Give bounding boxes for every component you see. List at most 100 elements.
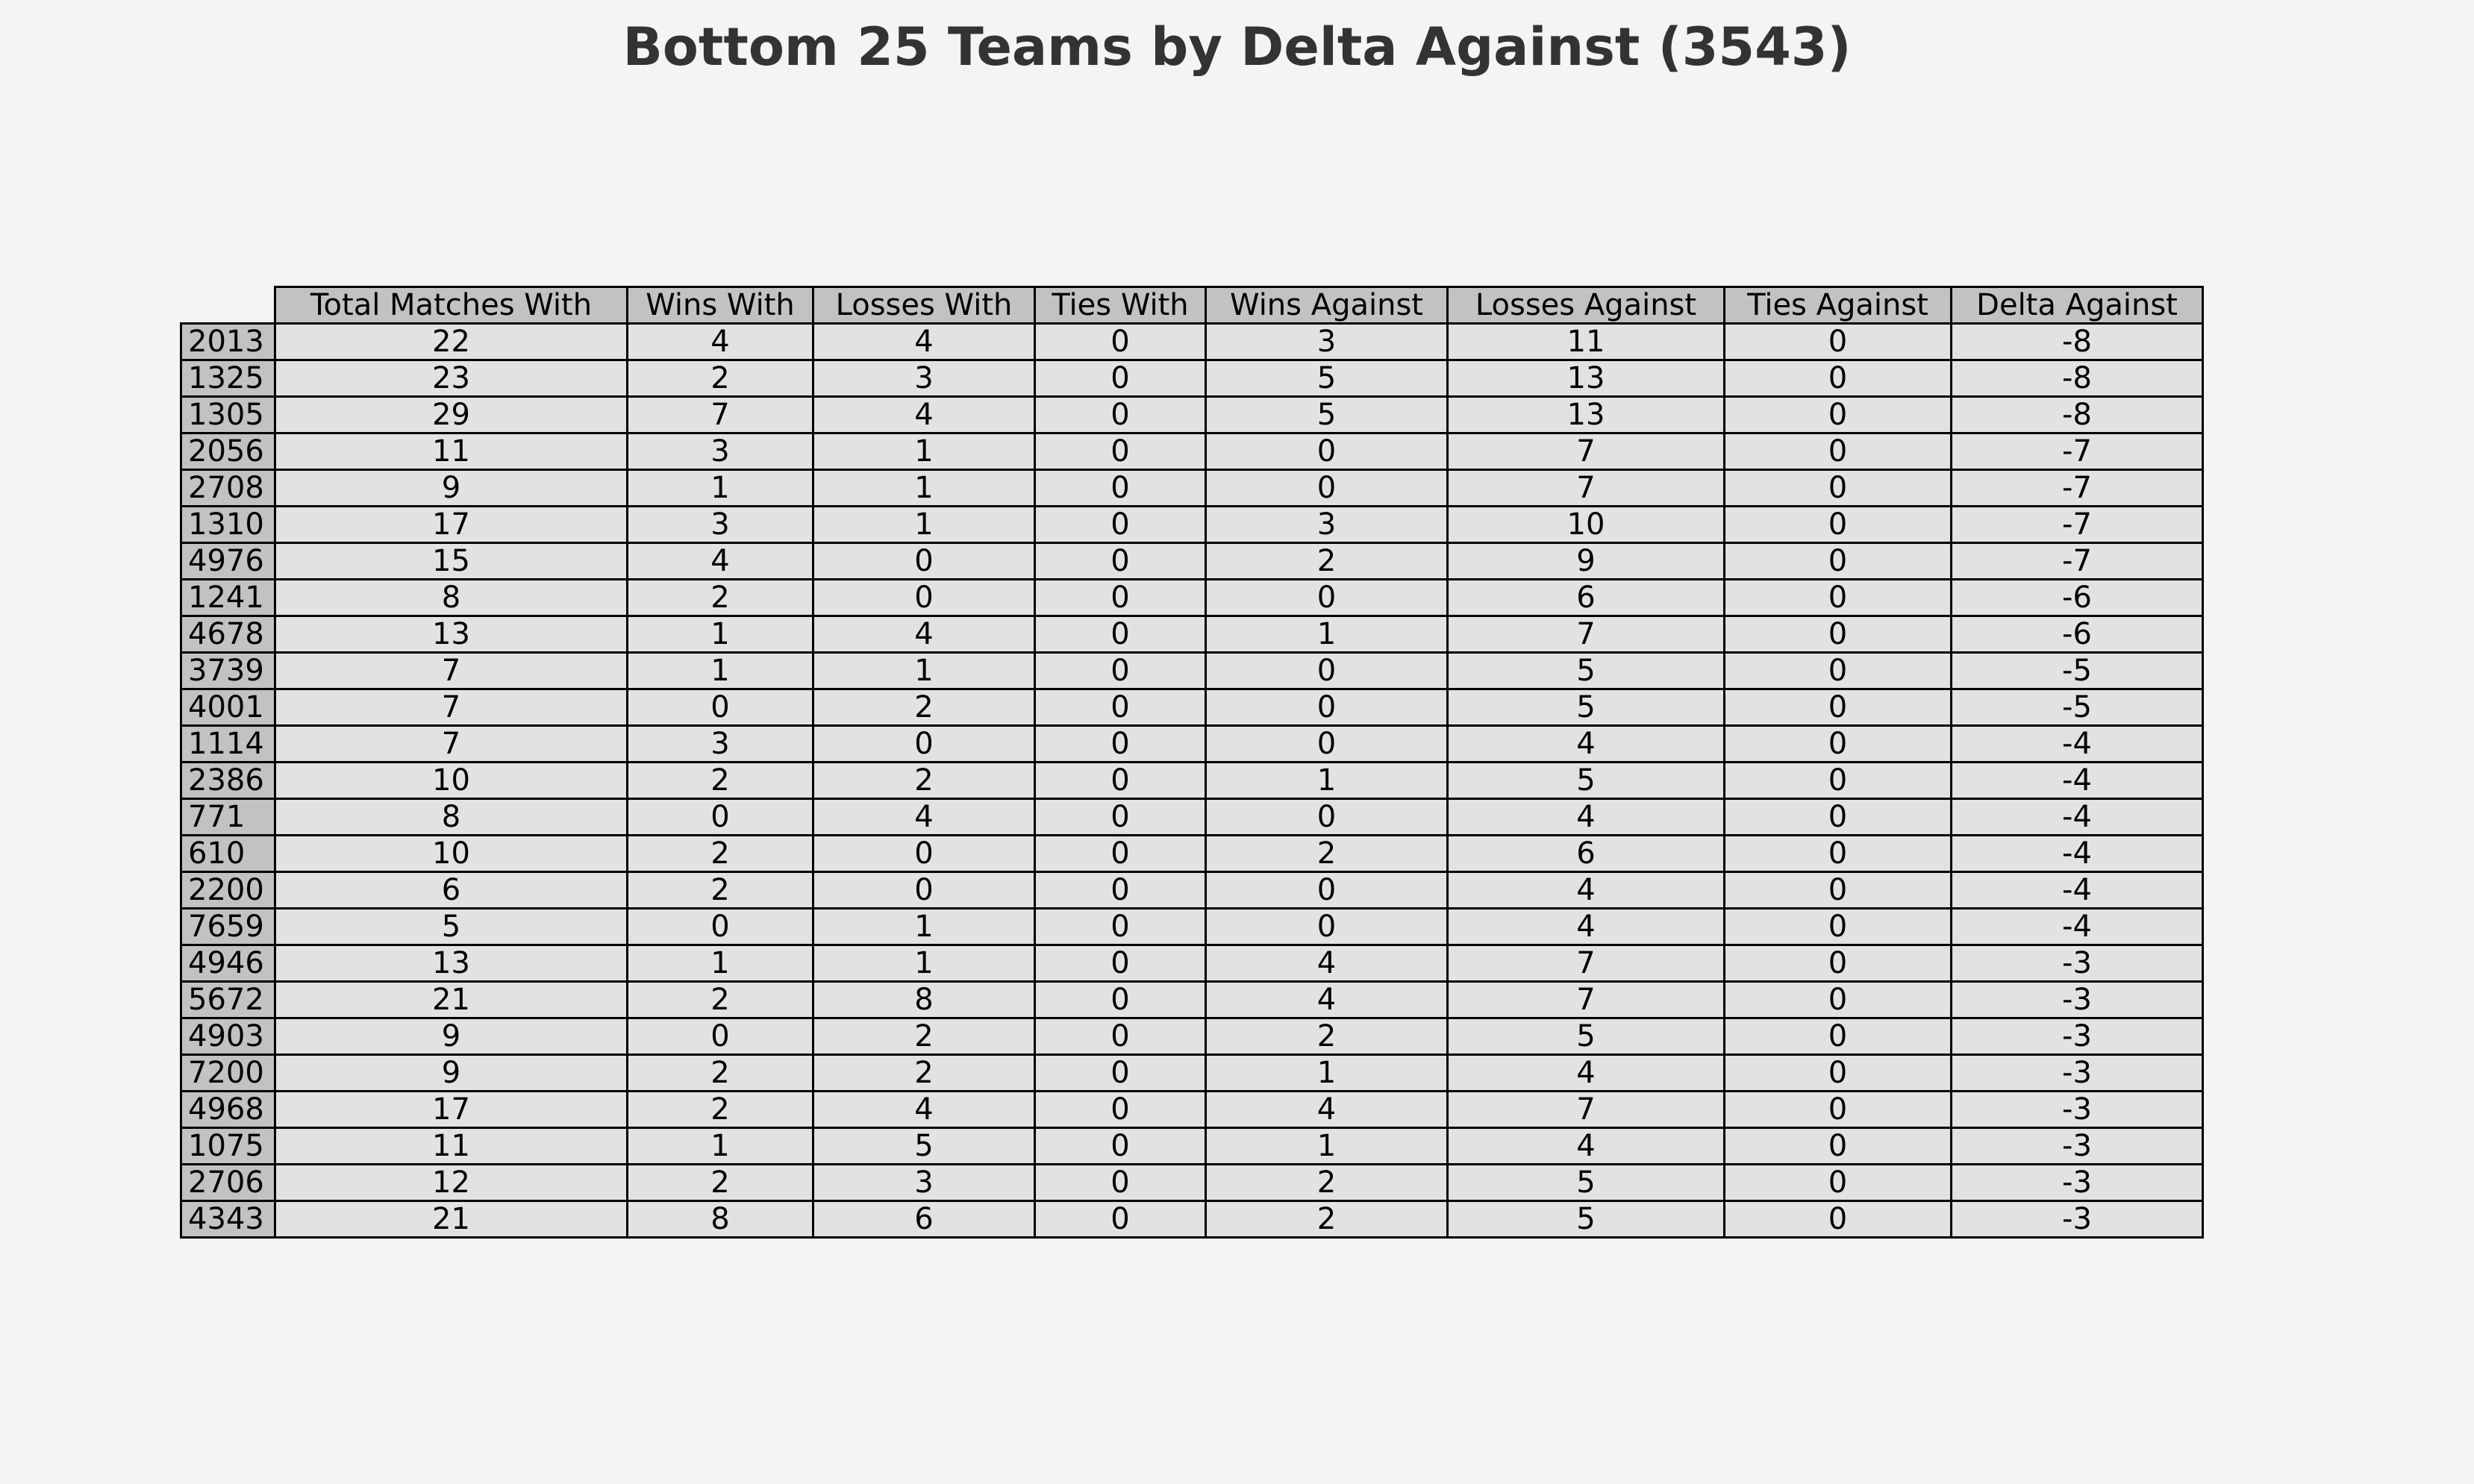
table-cell: -4 [1950,761,2204,800]
table-row: 4976 15 4 0 0 2 9 0 -7 [180,542,2204,580]
table-cell: 22 [274,322,628,361]
table-row: 2708 9 1 1 0 0 7 0 -7 [180,469,2204,507]
table-cell: 0 [1723,1053,1952,1092]
table-cell: 10 [274,834,628,873]
row-label-team: 2386 [180,761,276,800]
table-cell: 0 [626,688,814,727]
table-cell: 0 [812,542,1036,580]
table-cell: -8 [1950,322,2204,361]
table-cell: 0 [1034,1053,1207,1092]
table-row: 1114 7 3 0 0 0 4 0 -4 [180,724,2204,763]
chart-title: Bottom 25 Teams by Delta Against (3543) [622,16,1852,78]
table-cell: 0 [1034,1090,1207,1129]
table-cell: 7 [274,688,628,727]
table-cell: -6 [1950,578,2204,617]
table-cell: 1 [812,651,1036,690]
table-cell: 0 [1034,1200,1207,1239]
table-cell: 0 [1034,1163,1207,1202]
column-header: Delta Against [1950,286,2204,325]
table-cell: 5 [1446,651,1725,690]
row-label-team: 1325 [180,359,276,398]
table-cell: -4 [1950,724,2204,763]
table-cell: 7 [1446,980,1725,1019]
table-cell: 17 [274,505,628,544]
table-cell: 0 [1205,688,1449,727]
table-cell: 0 [1034,395,1207,434]
table-cell: 0 [1723,469,1952,507]
row-label-team: 4903 [180,1017,276,1056]
table-cell: 0 [626,907,814,946]
table-cell: -3 [1950,1090,2204,1129]
table-cell: 0 [626,1017,814,1056]
table-cell: 0 [1034,322,1207,361]
row-label-team: 610 [180,834,276,873]
table-cell: 0 [1723,651,1952,690]
table-cell: -5 [1950,688,2204,727]
table-cell: -7 [1950,505,2204,544]
table-cell: -8 [1950,395,2204,434]
table-row: 2056 11 3 1 0 0 7 0 -7 [180,432,2204,471]
table-cell: 0 [1723,1090,1952,1129]
table-cell: 13 [274,944,628,983]
table-cell: 12 [274,1163,628,1202]
table-row: 1075 11 1 5 0 1 4 0 -3 [180,1127,2204,1165]
table-cell: 0 [1034,542,1207,580]
table-cell: 5 [812,1127,1036,1165]
table-cell: 2 [812,761,1036,800]
table-cell: 1 [1205,615,1449,654]
table-cell: 17 [274,1090,628,1129]
table-cell: 1 [812,944,1036,983]
table-cell: 2 [1205,1163,1449,1202]
table-cell: 0 [1723,688,1952,727]
table-cell: -3 [1950,944,2204,983]
row-label-team: 771 [180,798,276,836]
table-cell: 0 [1723,980,1952,1019]
column-header: Ties Against [1723,286,1952,325]
table-cell: 7 [1446,615,1725,654]
table-cell: -4 [1950,907,2204,946]
table-cell: 1 [626,1127,814,1165]
table-cell: 4 [1446,1127,1725,1165]
table-body: 2013 22 4 4 0 3 11 0 -8 1325 23 2 3 0 5 13 0 -8 1305 29 7 4 0 5… [180,322,2204,1239]
table-cell: 0 [1723,395,1952,434]
table-cell: 2 [626,1163,814,1202]
table-cell: 7 [626,395,814,434]
table-cell: 11 [274,1127,628,1165]
table-cell: 2 [1205,542,1449,580]
table-cell: 2 [626,980,814,1019]
row-label-team: 1241 [180,578,276,617]
row-label-team: 1114 [180,724,276,763]
table-row: 610 10 2 0 0 2 6 0 -4 [180,834,2204,873]
table-row: 2706 12 2 3 0 2 5 0 -3 [180,1163,2204,1202]
table-cell: 5 [1446,1200,1725,1239]
table-cell: 6 [1446,834,1725,873]
table-cell: 0 [1723,359,1952,398]
table-cell: 0 [812,724,1036,763]
table-cell: 0 [1034,1127,1207,1165]
table-cell: -8 [1950,359,2204,398]
table-cell: 0 [1723,761,1952,800]
column-header: Ties With [1034,286,1207,325]
table-cell: 7 [274,724,628,763]
table-cell: 0 [1034,1017,1207,1056]
table-cell: -7 [1950,469,2204,507]
table-cell: 5 [1205,395,1449,434]
row-label-team: 2708 [180,469,276,507]
row-label-team: 1310 [180,505,276,544]
table-cell: 9 [1446,542,1725,580]
table-cell: 0 [1034,980,1207,1019]
table-cell: 7 [1446,432,1725,471]
table-cell: -3 [1950,1200,2204,1239]
table-cell: 2 [1205,1017,1449,1056]
table-row: 7659 5 0 1 0 0 4 0 -4 [180,907,2204,946]
table-cell: 0 [1034,505,1207,544]
table-row: 771 8 0 4 0 0 4 0 -4 [180,798,2204,836]
table-cell: 0 [1723,907,1952,946]
table-cell: 1 [626,615,814,654]
table-cell: 2 [1205,1200,1449,1239]
table-row: 4678 13 1 4 0 1 7 0 -6 [180,615,2204,654]
table-cell: 0 [812,834,1036,873]
table-row: 4343 21 8 6 0 2 5 0 -3 [180,1200,2204,1239]
table-cell: 2 [1205,834,1449,873]
table-cell: -7 [1950,542,2204,580]
